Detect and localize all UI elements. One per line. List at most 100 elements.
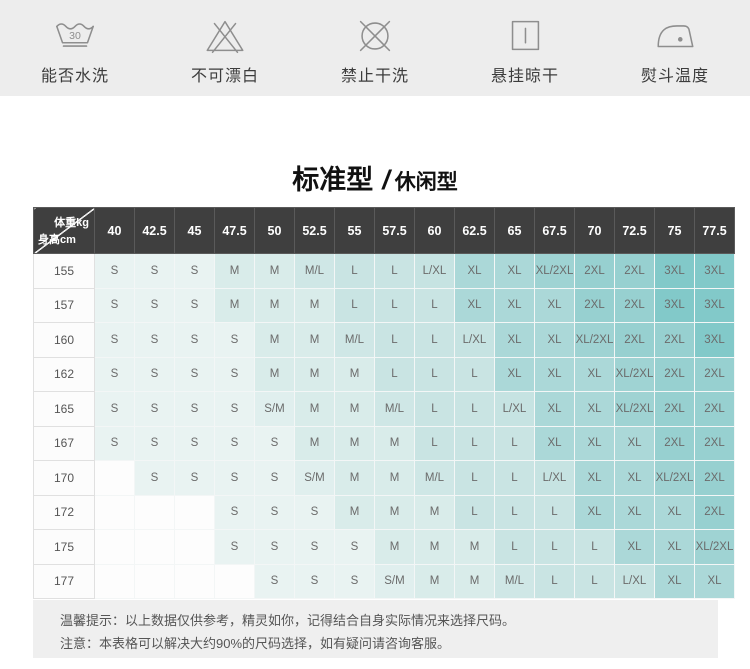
weight-column-header: 67.5 (534, 207, 575, 254)
size-cell: XL (574, 494, 615, 530)
size-cell: XL (534, 391, 575, 427)
size-cell: M (294, 287, 335, 323)
corner-header-cell: 体重kg 身高cm (33, 207, 95, 254)
size-cell: S (94, 391, 135, 427)
no-dry-clean-icon (359, 20, 391, 52)
note-tip: 温馨提示：以上数据仅供参考，精灵如你，记得结合自身实际情况来选择尺码。 (60, 613, 516, 628)
size-cell (94, 460, 135, 496)
size-cell: S (134, 253, 175, 289)
size-cell: 2XL (654, 322, 695, 358)
weight-column-header: 77.5 (694, 207, 735, 254)
size-cell: L (414, 287, 455, 323)
size-cell: M (374, 494, 415, 530)
size-cell: S (174, 356, 215, 392)
size-cell: L (494, 425, 535, 461)
size-cell: M (254, 287, 295, 323)
size-cell: XL (534, 356, 575, 392)
size-cell: S (334, 529, 375, 565)
no-bleach-icon (206, 20, 244, 54)
size-cell: L (534, 563, 575, 599)
size-cell: S (254, 529, 295, 565)
care-item-iron-temp: 熨斗温度 (600, 0, 750, 96)
size-row: 160 S S S S M M M/L L L L/XL XL XL XL/2XL 2XL 2XL 3XL (33, 322, 735, 358)
size-cell: M (374, 529, 415, 565)
size-cell: L (454, 494, 495, 530)
size-cell: S (134, 391, 175, 427)
care-item-washable: 30 能否水洗 (0, 0, 150, 96)
size-cell: L (454, 391, 495, 427)
size-cell: L/XL (414, 253, 455, 289)
size-cell: XL (654, 494, 695, 530)
size-cell: M (334, 356, 375, 392)
notes-panel: 温馨提示：以上数据仅供参考，精灵如你，记得结合自身实际情况来选择尺码。 注意：本… (33, 600, 718, 658)
size-cell (174, 494, 215, 530)
size-chart-title: 标准型 / 休闲型 (0, 158, 750, 197)
size-cell: M (454, 529, 495, 565)
size-cell: L/XL (534, 460, 575, 496)
size-cell: S (334, 563, 375, 599)
size-cell (94, 563, 135, 599)
size-cell (174, 529, 215, 565)
size-table-head-row: 体重kg 身高cm 40 42.5 45 47.5 50 52.5 55 57.5 60 62.5… (33, 207, 735, 254)
size-cell: M (334, 494, 375, 530)
size-cell: M (414, 529, 455, 565)
care-label: 禁止干洗 (340, 68, 409, 85)
size-cell: M/L (414, 460, 455, 496)
size-cell: XL (534, 425, 575, 461)
size-cell: 2XL (654, 391, 695, 427)
size-cell: L (574, 529, 615, 565)
size-cell: XL/2XL (614, 391, 655, 427)
size-cell: L (494, 494, 535, 530)
wash-30-icon: 30 (56, 23, 94, 47)
size-cell: XL (614, 460, 655, 496)
size-cell: L (374, 356, 415, 392)
size-cell: M (254, 322, 295, 358)
size-cell: XL (454, 253, 495, 289)
size-cell (94, 529, 135, 565)
size-cell: 2XL (694, 356, 735, 392)
size-cell: M (214, 253, 255, 289)
size-cell: S (294, 563, 335, 599)
size-cell: L (374, 287, 415, 323)
care-label: 熨斗温度 (640, 68, 709, 85)
size-cell (94, 494, 135, 530)
size-cell: 2XL (574, 287, 615, 323)
care-item-no-bleach: 不可漂白 (150, 0, 300, 96)
size-cell: L (454, 425, 495, 461)
size-cell: M (334, 425, 375, 461)
size-cell: XL/2XL (574, 322, 615, 358)
size-cell: M/L (374, 391, 415, 427)
size-cell: S (214, 529, 255, 565)
size-cell: S (294, 494, 335, 530)
size-cell (134, 563, 175, 599)
size-cell: XL/2XL (614, 356, 655, 392)
size-cell: 2XL (694, 425, 735, 461)
size-cell: 3XL (694, 322, 735, 358)
weight-column-header: 62.5 (454, 207, 495, 254)
size-cell: XL (574, 460, 615, 496)
weight-column-header: 52.5 (294, 207, 335, 254)
size-cell: M (454, 563, 495, 599)
size-cell: M (214, 287, 255, 323)
size-cell: S (214, 494, 255, 530)
size-cell: M (254, 253, 295, 289)
size-cell: XL (654, 529, 695, 565)
size-cell: L/XL (614, 563, 655, 599)
size-cell: S (94, 253, 135, 289)
care-label: 能否水洗 (40, 68, 109, 85)
hang-dry-icon (511, 20, 540, 51)
height-row-header: 167 (33, 425, 95, 461)
weight-column-header: 50 (254, 207, 295, 254)
size-cell (134, 494, 175, 530)
size-cell: S (94, 322, 135, 358)
height-row-header: 175 (33, 529, 95, 565)
size-cell: M (334, 460, 375, 496)
size-cell: L (414, 391, 455, 427)
size-row: 175 S S S S M M M L L L XL XL XL/2XL (33, 529, 735, 565)
size-cell: S (214, 460, 255, 496)
size-cell: L (374, 322, 415, 358)
height-row-header: 177 (33, 563, 95, 599)
size-cell: XL (494, 253, 535, 289)
size-cell: 3XL (694, 287, 735, 323)
size-cell: XL (614, 425, 655, 461)
